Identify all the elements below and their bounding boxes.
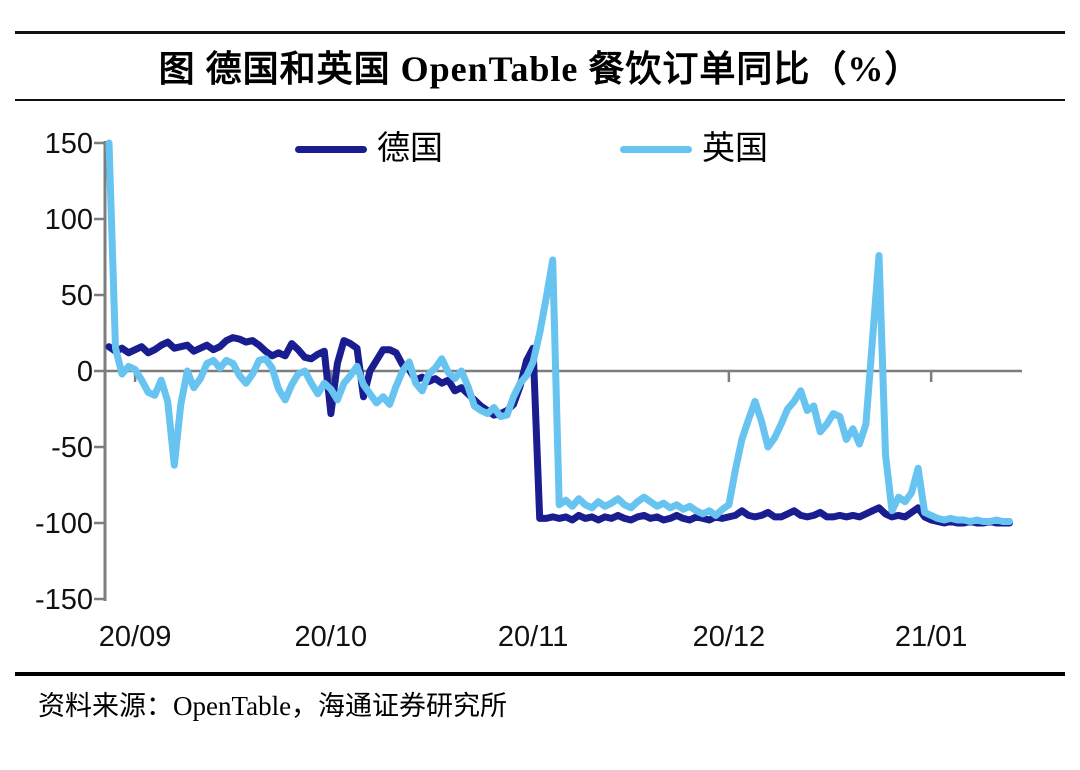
legend-label-germany: 德国	[377, 131, 443, 167]
x-tick-label: 20/11	[498, 621, 568, 653]
chart-legend: 德国 英国	[0, 128, 1080, 170]
y-tick-label: -150	[35, 584, 93, 616]
y-tick-label: -100	[35, 508, 93, 540]
uk-line-swatch	[620, 145, 692, 153]
x-tick-label: 20/12	[693, 621, 766, 653]
legend-item-uk: 英国	[620, 128, 768, 170]
x-tick-label: 20/09	[99, 621, 172, 653]
x-tick-label: 20/10	[295, 621, 368, 653]
source-text: 资料来源：OpenTable，海通证券研究所	[38, 691, 508, 721]
y-tick-label: 50	[61, 280, 93, 312]
footer-rule	[15, 672, 1065, 676]
title-bottom-rule	[15, 99, 1065, 101]
x-tick-label: 21/01	[895, 621, 968, 653]
title-top-rule	[15, 31, 1065, 34]
y-tick-label: 150	[45, 128, 93, 160]
y-tick-label: 100	[45, 204, 93, 236]
legend-label-uk: 英国	[702, 131, 768, 167]
y-tick-label: -50	[51, 432, 93, 464]
y-tick-label: 0	[77, 356, 93, 388]
series-line-uk	[105, 139, 1013, 525]
germany-line-swatch	[295, 145, 367, 153]
series-line-germany	[105, 334, 1013, 527]
chart-title: 图 德国和英国 OpenTable 餐饮订单同比（%）	[158, 49, 922, 89]
legend-item-germany: 德国	[295, 128, 443, 170]
